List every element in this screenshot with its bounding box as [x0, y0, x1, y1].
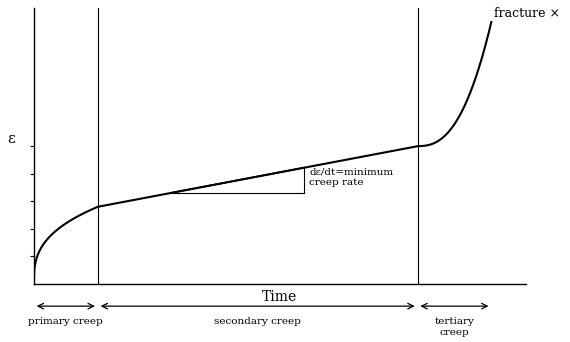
Text: primary creep: primary creep [28, 317, 103, 326]
Y-axis label: ε: ε [7, 132, 15, 146]
Text: secondary creep: secondary creep [214, 317, 301, 326]
Text: fracture ×: fracture × [494, 7, 560, 20]
Text: dε/dt=minimum
creep rate: dε/dt=minimum creep rate [310, 168, 393, 187]
X-axis label: Time: Time [262, 290, 298, 304]
Text: tertiary
creep: tertiary creep [434, 317, 474, 337]
